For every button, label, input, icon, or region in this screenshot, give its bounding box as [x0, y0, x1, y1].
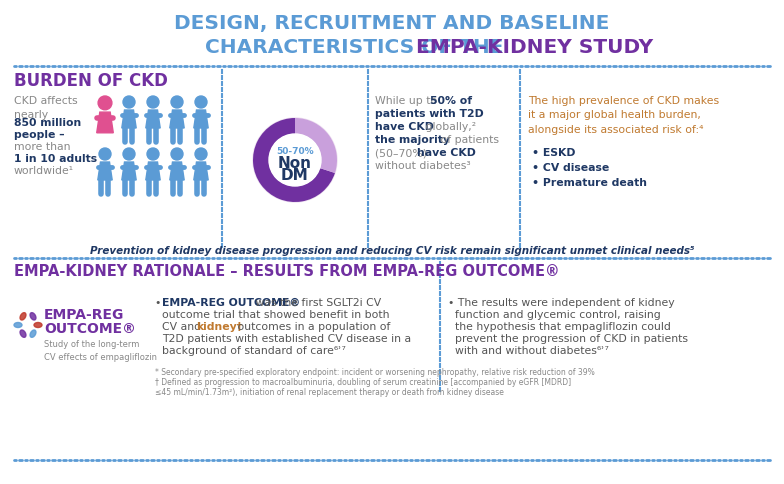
Text: without diabetes³: without diabetes³ — [375, 161, 470, 171]
Text: 50-70%: 50-70% — [276, 147, 314, 155]
Text: kidney†: kidney† — [196, 322, 242, 332]
Text: •: • — [155, 298, 165, 308]
Text: the majority: the majority — [375, 135, 450, 145]
Polygon shape — [146, 162, 160, 180]
Text: was the first SGLT2i CV: was the first SGLT2i CV — [252, 298, 381, 308]
Text: * Secondary pre-specified exploratory endpoint: incident or worsening nephropath: * Secondary pre-specified exploratory en… — [155, 368, 595, 377]
Text: outcomes in a population of: outcomes in a population of — [234, 322, 390, 332]
Circle shape — [147, 148, 159, 160]
Text: EMPA-KIDNEY RATIONALE – RESULTS FROM EMPA-REG OUTCOME®: EMPA-KIDNEY RATIONALE – RESULTS FROM EMP… — [14, 264, 560, 279]
Text: EMPA-REG: EMPA-REG — [44, 308, 125, 322]
Text: DESIGN, RECRUITMENT AND BASELINE: DESIGN, RECRUITMENT AND BASELINE — [174, 14, 610, 33]
Text: globally,²: globally,² — [422, 122, 476, 132]
Text: function and glycemic control, raising: function and glycemic control, raising — [455, 310, 661, 320]
Circle shape — [171, 96, 183, 108]
Text: with and without diabetes⁶ʾ⁷: with and without diabetes⁶ʾ⁷ — [455, 346, 609, 356]
Circle shape — [269, 134, 321, 186]
Polygon shape — [122, 162, 136, 180]
Text: people –: people – — [14, 130, 64, 140]
Ellipse shape — [30, 313, 36, 320]
Text: DM: DM — [281, 168, 309, 183]
Polygon shape — [194, 162, 209, 180]
Circle shape — [99, 148, 111, 160]
Text: • The results were independent of kidney: • The results were independent of kidney — [448, 298, 674, 308]
Wedge shape — [253, 118, 335, 202]
Text: T2D patients with established CV disease in a: T2D patients with established CV disease… — [162, 334, 411, 344]
Wedge shape — [295, 118, 337, 173]
Text: more than: more than — [14, 142, 71, 152]
Text: CHARACTERISTICS OF THE: CHARACTERISTICS OF THE — [205, 38, 510, 57]
Circle shape — [123, 148, 135, 160]
Text: † Defined as progression to macroalbuminuria, doubling of serum creatinine [acco: † Defined as progression to macroalbumin… — [155, 378, 571, 387]
Text: Non: Non — [278, 155, 312, 170]
Text: • Premature death: • Premature death — [532, 178, 647, 188]
Ellipse shape — [20, 313, 26, 320]
Text: background of standard of care⁶ʾ⁷: background of standard of care⁶ʾ⁷ — [162, 346, 346, 356]
Text: CV and: CV and — [162, 322, 205, 332]
Circle shape — [171, 148, 183, 160]
Text: CKD affects
nearly: CKD affects nearly — [14, 96, 78, 120]
Circle shape — [98, 96, 112, 110]
Polygon shape — [170, 162, 184, 180]
Polygon shape — [170, 110, 184, 128]
Ellipse shape — [34, 322, 42, 328]
Text: BURDEN OF CKD: BURDEN OF CKD — [14, 72, 168, 90]
Circle shape — [123, 96, 135, 108]
Circle shape — [24, 321, 31, 329]
Text: • ESKD: • ESKD — [532, 148, 575, 158]
Text: 50% of: 50% of — [430, 96, 472, 106]
Text: ≤45 mL/min/1.73m²), initiation of renal replacement therapy or death from kidney: ≤45 mL/min/1.73m²), initiation of renal … — [155, 388, 504, 397]
Text: have CKD: have CKD — [417, 148, 476, 158]
Text: outcome trial that showed benefit in both: outcome trial that showed benefit in bot… — [162, 310, 390, 320]
Text: • CV disease: • CV disease — [532, 163, 609, 173]
Circle shape — [147, 96, 159, 108]
Text: the hypothesis that empagliflozin could: the hypothesis that empagliflozin could — [455, 322, 671, 332]
Text: Study of the long-term
CV effects of empagliflozin: Study of the long-term CV effects of emp… — [44, 340, 157, 362]
Text: prevent the progression of CKD in patients: prevent the progression of CKD in patien… — [455, 334, 688, 344]
Text: have CKD: have CKD — [375, 122, 434, 132]
Polygon shape — [146, 110, 160, 128]
Text: While up to: While up to — [375, 96, 441, 106]
Text: EMPA-REG OUTCOME®: EMPA-REG OUTCOME® — [162, 298, 300, 308]
Text: Prevention of kidney disease progression and reducing CV risk remain significant: Prevention of kidney disease progression… — [89, 246, 695, 256]
Polygon shape — [122, 110, 136, 128]
Ellipse shape — [30, 330, 36, 337]
Text: of patients: of patients — [437, 135, 499, 145]
Text: patients with T2D: patients with T2D — [375, 109, 484, 119]
Text: CHARACTERISTICS OF THE EMPA-KIDNEY STUDY: CHARACTERISTICS OF THE EMPA-KIDNEY STUDY — [121, 38, 663, 57]
Circle shape — [195, 148, 207, 160]
Ellipse shape — [20, 330, 26, 337]
Text: OUTCOME®: OUTCOME® — [44, 322, 136, 336]
Text: worldwide¹: worldwide¹ — [14, 166, 74, 176]
Text: 1 in 10 adults: 1 in 10 adults — [14, 154, 97, 164]
Text: The high prevalence of CKD makes
it a major global health burden,
alongside its : The high prevalence of CKD makes it a ma… — [528, 96, 719, 135]
Circle shape — [253, 118, 337, 202]
Ellipse shape — [14, 322, 22, 328]
Text: 850 million: 850 million — [14, 118, 82, 128]
Polygon shape — [194, 110, 209, 128]
Circle shape — [195, 96, 207, 108]
Text: (50–70%): (50–70%) — [375, 148, 430, 158]
Polygon shape — [96, 112, 113, 133]
Text: EMPA-KIDNEY STUDY: EMPA-KIDNEY STUDY — [416, 38, 653, 57]
Polygon shape — [98, 162, 112, 180]
